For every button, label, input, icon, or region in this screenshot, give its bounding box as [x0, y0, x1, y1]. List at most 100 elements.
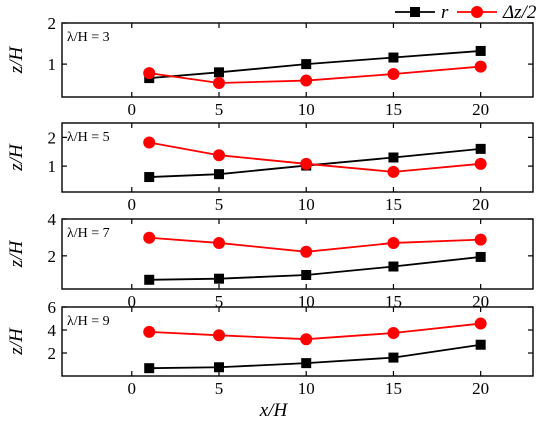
y-axis-title: z/H — [6, 327, 27, 356]
x-axis-title: x/H — [259, 400, 289, 421]
series-line — [149, 141, 481, 173]
x-tick-label: 10 — [298, 100, 315, 119]
data-point — [300, 333, 313, 346]
y-tick-label: 2 — [48, 344, 57, 363]
data-point — [388, 261, 399, 272]
series-line — [149, 343, 481, 370]
x-tick-label: 10 — [298, 292, 315, 311]
data-point — [300, 157, 313, 170]
series-line — [149, 236, 481, 253]
x-tick-label: 10 — [298, 195, 315, 214]
plot-frame — [61, 22, 534, 98]
data-point — [300, 245, 313, 258]
series-dz-half — [143, 136, 487, 178]
data-point — [214, 169, 224, 180]
data-point — [300, 74, 313, 87]
y-tick-label: 2 — [48, 247, 57, 266]
y-axis-title: z/H — [6, 46, 27, 75]
panel-2: 0 5 10 15 20 1 2 z/H λ/H = 5 — [6, 122, 534, 214]
panel-3: 0 5 10 15 20 2 4 z/H λ/H = 7 — [6, 210, 534, 311]
x-tick-label: 20 — [472, 292, 489, 311]
data-point — [475, 339, 486, 350]
x-tick-label: 0 — [128, 379, 137, 398]
data-point — [143, 67, 156, 80]
data-point — [475, 251, 486, 262]
legend-marker — [471, 6, 483, 18]
data-point — [475, 143, 486, 154]
series-dz-half — [143, 60, 487, 90]
x-tick-label: 15 — [385, 100, 402, 119]
x-tick-label: 5 — [215, 292, 224, 311]
data-point — [144, 274, 155, 285]
x-tick-label: 5 — [215, 195, 224, 214]
data-point — [301, 59, 312, 70]
data-point — [387, 165, 400, 178]
data-point — [474, 60, 487, 73]
legend-item-dz-half: Δz/2 — [457, 2, 537, 23]
panel-annotation: λ/H = 9 — [67, 314, 110, 329]
legend-marker — [410, 7, 420, 17]
x-tick-label: 15 — [385, 195, 402, 214]
x-tick-label: 20 — [472, 100, 489, 119]
series-dz-half — [143, 231, 487, 258]
data-point — [474, 157, 487, 170]
y-tick-label: 1 — [48, 55, 57, 74]
x-tick-label: 5 — [215, 379, 224, 398]
series-line — [149, 50, 481, 79]
data-point — [213, 329, 225, 342]
data-point — [144, 363, 155, 374]
panel-annotation: λ/H = 3 — [67, 30, 110, 45]
plot-frame — [61, 306, 534, 377]
y-tick-label: 1 — [48, 157, 57, 176]
x-tick-label: 15 — [385, 379, 402, 398]
data-point — [474, 317, 487, 330]
y-tick-label: 2 — [48, 14, 57, 33]
data-point — [388, 352, 399, 363]
data-point — [387, 326, 400, 339]
y-tick-label: 6 — [48, 298, 57, 317]
series-line — [149, 147, 481, 178]
x-tick-label: 0 — [128, 292, 137, 311]
legend-item-r: r — [395, 2, 449, 23]
x-tick-label: 20 — [472, 379, 489, 398]
data-point — [388, 52, 399, 63]
data-point — [214, 273, 224, 284]
data-point — [143, 231, 156, 244]
data-point — [388, 152, 399, 163]
series-r — [144, 251, 486, 285]
x-tick-label: 5 — [215, 100, 224, 119]
data-point — [143, 136, 156, 149]
x-tick-label: 0 — [128, 195, 137, 214]
x-tick-label: 15 — [385, 292, 402, 311]
series-dz-half — [143, 317, 487, 346]
data-point — [301, 270, 312, 280]
panel-annotation: λ/H = 7 — [67, 226, 110, 241]
data-point — [387, 236, 400, 249]
data-point — [387, 67, 400, 80]
y-axis-title: z/H — [6, 240, 27, 269]
data-point — [213, 77, 225, 90]
y-tick-label: 4 — [48, 210, 57, 229]
series-line — [149, 322, 481, 341]
y-tick-label: 4 — [48, 321, 57, 340]
data-point — [474, 233, 487, 246]
data-point — [213, 149, 225, 162]
legend-label: r — [441, 2, 449, 23]
series-r — [144, 143, 486, 183]
plot-frame — [61, 122, 534, 193]
legend-label: Δz/2 — [502, 2, 537, 23]
data-point — [144, 172, 155, 183]
series-line — [149, 256, 481, 281]
series-r — [144, 45, 486, 84]
data-point — [213, 236, 225, 249]
x-tick-label: 10 — [298, 379, 315, 398]
data-point — [214, 67, 224, 78]
x-tick-label: 0 — [128, 100, 137, 119]
plot-frame — [61, 218, 534, 290]
panel-4: 0 5 10 15 20 2 4 6 z/H λ/H = 9 x/H — [6, 298, 534, 421]
data-point — [475, 45, 486, 56]
panel-1: 0 5 10 15 20 1 2 z/H λ/H = 3 — [6, 14, 534, 119]
data-point — [301, 358, 312, 369]
